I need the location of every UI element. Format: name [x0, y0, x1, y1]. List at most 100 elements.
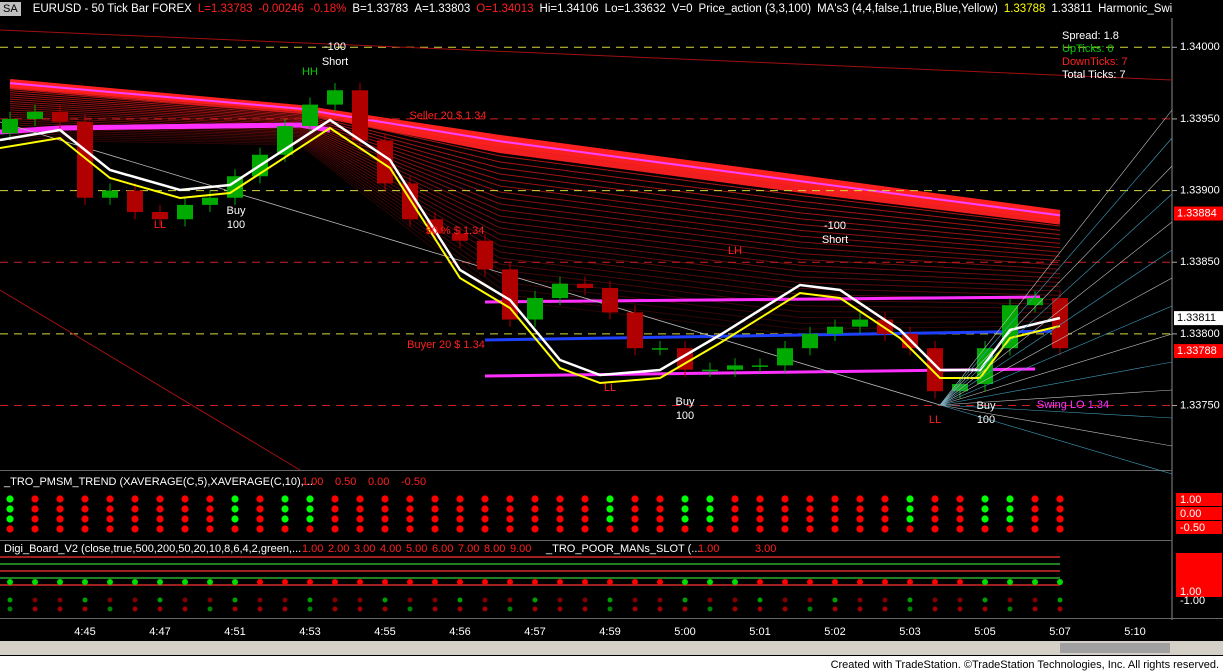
candle-body: [652, 348, 668, 350]
digi-dot: [132, 579, 138, 585]
trend-dot: [31, 515, 39, 523]
band-line: [0, 122, 331, 135]
digi-dot: [757, 597, 763, 603]
x-tick-label: 4:57: [524, 626, 545, 638]
trend-dot: [581, 515, 589, 523]
digi-dot: [932, 579, 938, 585]
ribbon-line: [9, 122, 1061, 296]
trend-dot: [531, 515, 539, 523]
trend-dot: [781, 515, 789, 523]
info-line: Spread: 1.8: [1062, 30, 1119, 42]
header-field: EURUSD - 50 Tick Bar FOREX: [32, 3, 192, 15]
digi-dot: [657, 597, 663, 603]
header-field: -0.18%: [309, 3, 347, 15]
trend-dot: [406, 515, 414, 523]
digi-dot: [407, 606, 413, 612]
trend-dot: [856, 505, 864, 513]
panel-level: 0.00: [368, 476, 389, 488]
trend-dot: [656, 525, 664, 533]
trend-dot: [381, 495, 389, 503]
trend-dot: [781, 495, 789, 503]
trend-dot: [981, 525, 989, 533]
level-line: [484, 295, 1041, 304]
trend-dot: [331, 525, 339, 533]
y-tick-label: 1.33900: [1180, 184, 1220, 196]
digi-dot: [132, 597, 138, 603]
x-tick-label: 4:56: [449, 626, 470, 638]
trend-dot: [1031, 505, 1039, 513]
trend-dot: [431, 505, 439, 513]
digi-dot: [532, 597, 538, 603]
digi-dot: [207, 579, 213, 585]
trend-dot: [181, 495, 189, 503]
trend-dot: [756, 515, 764, 523]
ribbon-line: [9, 126, 1061, 305]
digi-dot: [332, 579, 338, 585]
badge[interactable]: SA: [0, 2, 21, 16]
digi-dot: [32, 606, 38, 612]
trend-dot: [56, 495, 64, 503]
annotation: Buy: [676, 396, 695, 408]
trend-dot: [306, 495, 314, 503]
ma-yellow: [0, 126, 1061, 385]
panel-level: 3.00: [755, 543, 776, 555]
trend-dot: [181, 505, 189, 513]
digi-dot: [782, 597, 788, 603]
digi-dot: [857, 579, 863, 585]
digi-dot: [557, 579, 563, 585]
axis-box: [1176, 521, 1222, 534]
panel-level: 9.00: [510, 543, 531, 555]
scrollbar[interactable]: [0, 641, 1223, 655]
axis-box: [1176, 493, 1222, 506]
trend-dot: [31, 525, 39, 533]
digi-dot: [482, 597, 488, 603]
trend-dot: [56, 515, 64, 523]
scroll-thumb[interactable]: [1060, 643, 1170, 653]
trend-dot: [81, 495, 89, 503]
trend-dot: [406, 525, 414, 533]
digi-dot: [257, 597, 263, 603]
digi-dot: [732, 579, 738, 585]
annotation: 50 % $ 1.34: [426, 225, 485, 237]
ribbon-line: [9, 133, 1061, 319]
candle-body: [1052, 298, 1068, 349]
trend-dot: [506, 515, 514, 523]
info-line: DownTicks: 7: [1062, 56, 1128, 68]
digi-dot: [457, 597, 463, 603]
digi-dot: [82, 606, 88, 612]
fan-line: [939, 137, 1173, 406]
digi-dot: [182, 579, 188, 585]
digi-dot: [1057, 606, 1063, 612]
digi-dot: [182, 597, 188, 603]
ribbon-line: [9, 96, 1061, 244]
panel-axis-label: 1.00: [1180, 586, 1201, 598]
digi-dot: [657, 579, 663, 585]
trend-dot: [1006, 515, 1014, 523]
x-tick-label: 4:59: [599, 626, 620, 638]
digi-dot: [882, 606, 888, 612]
digi-dot: [607, 597, 613, 603]
y-tick-label: 1.33800: [1180, 328, 1220, 340]
trend-dot: [806, 515, 814, 523]
trend-dot: [781, 525, 789, 533]
trend-dot: [306, 525, 314, 533]
digi-dot: [857, 597, 863, 603]
trend-dot: [831, 495, 839, 503]
trend-dot: [181, 525, 189, 533]
digi-dot: [907, 579, 913, 585]
annotation: Short: [322, 56, 348, 68]
trend-dot: [156, 495, 164, 503]
annotation: -100: [324, 41, 346, 53]
trend-dot: [656, 515, 664, 523]
trend-dot: [631, 505, 639, 513]
trend-dot: [331, 505, 339, 513]
digi-dot: [707, 579, 713, 585]
trend-line: [0, 121, 941, 406]
trend-dot: [956, 525, 964, 533]
x-tick-label: 4:53: [299, 626, 320, 638]
axis-box: [1176, 507, 1222, 520]
trend-dot: [556, 515, 564, 523]
digi-dot: [607, 579, 613, 585]
digi-dot: [757, 579, 763, 585]
